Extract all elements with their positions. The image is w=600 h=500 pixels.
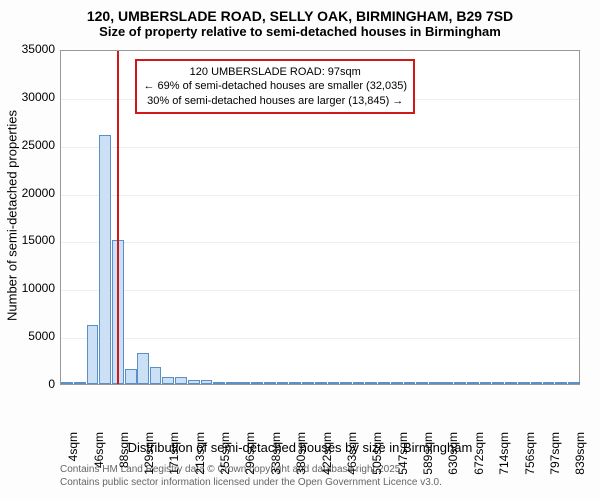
- histogram-bar: [175, 377, 187, 384]
- x-tick-label: 839sqm: [573, 432, 587, 476]
- y-tick-label: 20000: [22, 186, 55, 200]
- histogram-bar: [505, 382, 517, 384]
- grid-line: [61, 195, 579, 196]
- x-tick-label: 547sqm: [396, 432, 410, 476]
- histogram-bar: [99, 135, 111, 384]
- x-tick-label: 255sqm: [218, 432, 232, 476]
- histogram-bar: [518, 382, 530, 384]
- histogram-bar: [61, 382, 73, 384]
- histogram-bar: [404, 382, 416, 384]
- annotation-line-1: 120 UMBERSLADE ROAD: 97sqm: [143, 65, 407, 79]
- y-tick-label: 5000: [28, 329, 55, 343]
- y-tick-label: 0: [48, 377, 55, 391]
- x-tick-label: 129sqm: [142, 432, 156, 476]
- histogram-bar: [378, 382, 390, 384]
- reference-line: [117, 51, 119, 384]
- y-tick-label: 30000: [22, 90, 55, 104]
- chart-subtitle: Size of property relative to semi-detach…: [0, 24, 600, 39]
- x-tick-label: 505sqm: [370, 432, 384, 476]
- y-axis-label: Number of semi-detached properties: [5, 95, 20, 335]
- x-tick-label: 213sqm: [193, 432, 207, 476]
- histogram-bar: [543, 382, 555, 384]
- histogram-bar: [251, 382, 263, 384]
- histogram-bar: [302, 382, 314, 384]
- histogram-bar: [213, 382, 225, 384]
- x-tick-label: 171sqm: [167, 432, 181, 476]
- histogram-bar: [226, 382, 238, 384]
- histogram-bar: [188, 380, 200, 384]
- x-tick-label: 756sqm: [523, 432, 537, 476]
- footer-line-2: Contains public sector information licen…: [60, 476, 442, 489]
- histogram-bar: [264, 382, 276, 384]
- x-tick-label: 672sqm: [472, 432, 486, 476]
- x-tick-label: 88sqm: [117, 432, 131, 476]
- y-tick-label: 25000: [22, 138, 55, 152]
- x-tick-label: 589sqm: [421, 432, 435, 476]
- histogram-bar: [87, 325, 99, 384]
- histogram-bar: [150, 367, 162, 384]
- annotation-line-2: ← 69% of semi-detached houses are smalle…: [143, 79, 407, 93]
- grid-line: [61, 242, 579, 243]
- histogram-bar: [315, 382, 327, 384]
- plot-area: 120 UMBERSLADE ROAD: 97sqm← 69% of semi-…: [60, 50, 580, 385]
- histogram-bar: [391, 382, 403, 384]
- histogram-bar: [480, 382, 492, 384]
- x-tick-label: 463sqm: [345, 432, 359, 476]
- histogram-bar: [429, 382, 441, 384]
- annotation-line-3: 30% of semi-detached houses are larger (…: [143, 94, 407, 108]
- histogram-bar: [467, 382, 479, 384]
- x-tick-label: 296sqm: [243, 432, 257, 476]
- chart-container: 120, UMBERSLADE ROAD, SELLY OAK, BIRMING…: [0, 0, 600, 500]
- y-tick-label: 15000: [22, 233, 55, 247]
- chart-title: 120, UMBERSLADE ROAD, SELLY OAK, BIRMING…: [0, 0, 600, 24]
- histogram-bar: [328, 382, 340, 384]
- histogram-bar: [568, 382, 580, 384]
- x-tick-label: 630sqm: [446, 432, 460, 476]
- histogram-bar: [365, 382, 377, 384]
- y-tick-label: 10000: [22, 281, 55, 295]
- grid-line: [61, 147, 579, 148]
- annotation-box: 120 UMBERSLADE ROAD: 97sqm← 69% of semi-…: [135, 59, 415, 114]
- x-tick-label: 46sqm: [92, 432, 106, 476]
- x-tick-label: 4sqm: [66, 432, 80, 476]
- histogram-bar: [531, 382, 543, 384]
- histogram-bar: [277, 382, 289, 384]
- histogram-bar: [125, 369, 137, 384]
- x-tick-label: 422sqm: [320, 432, 334, 476]
- histogram-bar: [340, 382, 352, 384]
- grid-line: [61, 338, 579, 339]
- histogram-bar: [441, 382, 453, 384]
- x-tick-label: 338sqm: [269, 432, 283, 476]
- histogram-bar: [201, 380, 213, 384]
- grid-line: [61, 290, 579, 291]
- x-tick-label: 714sqm: [497, 432, 511, 476]
- x-tick-label: 797sqm: [548, 432, 562, 476]
- histogram-bar: [353, 382, 365, 384]
- histogram-bar: [416, 382, 428, 384]
- y-tick-label: 35000: [22, 42, 55, 56]
- histogram-bar: [137, 353, 149, 384]
- histogram-bar: [74, 382, 86, 384]
- histogram-bar: [238, 382, 250, 384]
- histogram-bar: [555, 382, 567, 384]
- x-tick-label: 380sqm: [294, 432, 308, 476]
- histogram-bar: [454, 382, 466, 384]
- histogram-bar: [162, 377, 174, 384]
- histogram-bar: [289, 382, 301, 384]
- histogram-bar: [492, 382, 504, 384]
